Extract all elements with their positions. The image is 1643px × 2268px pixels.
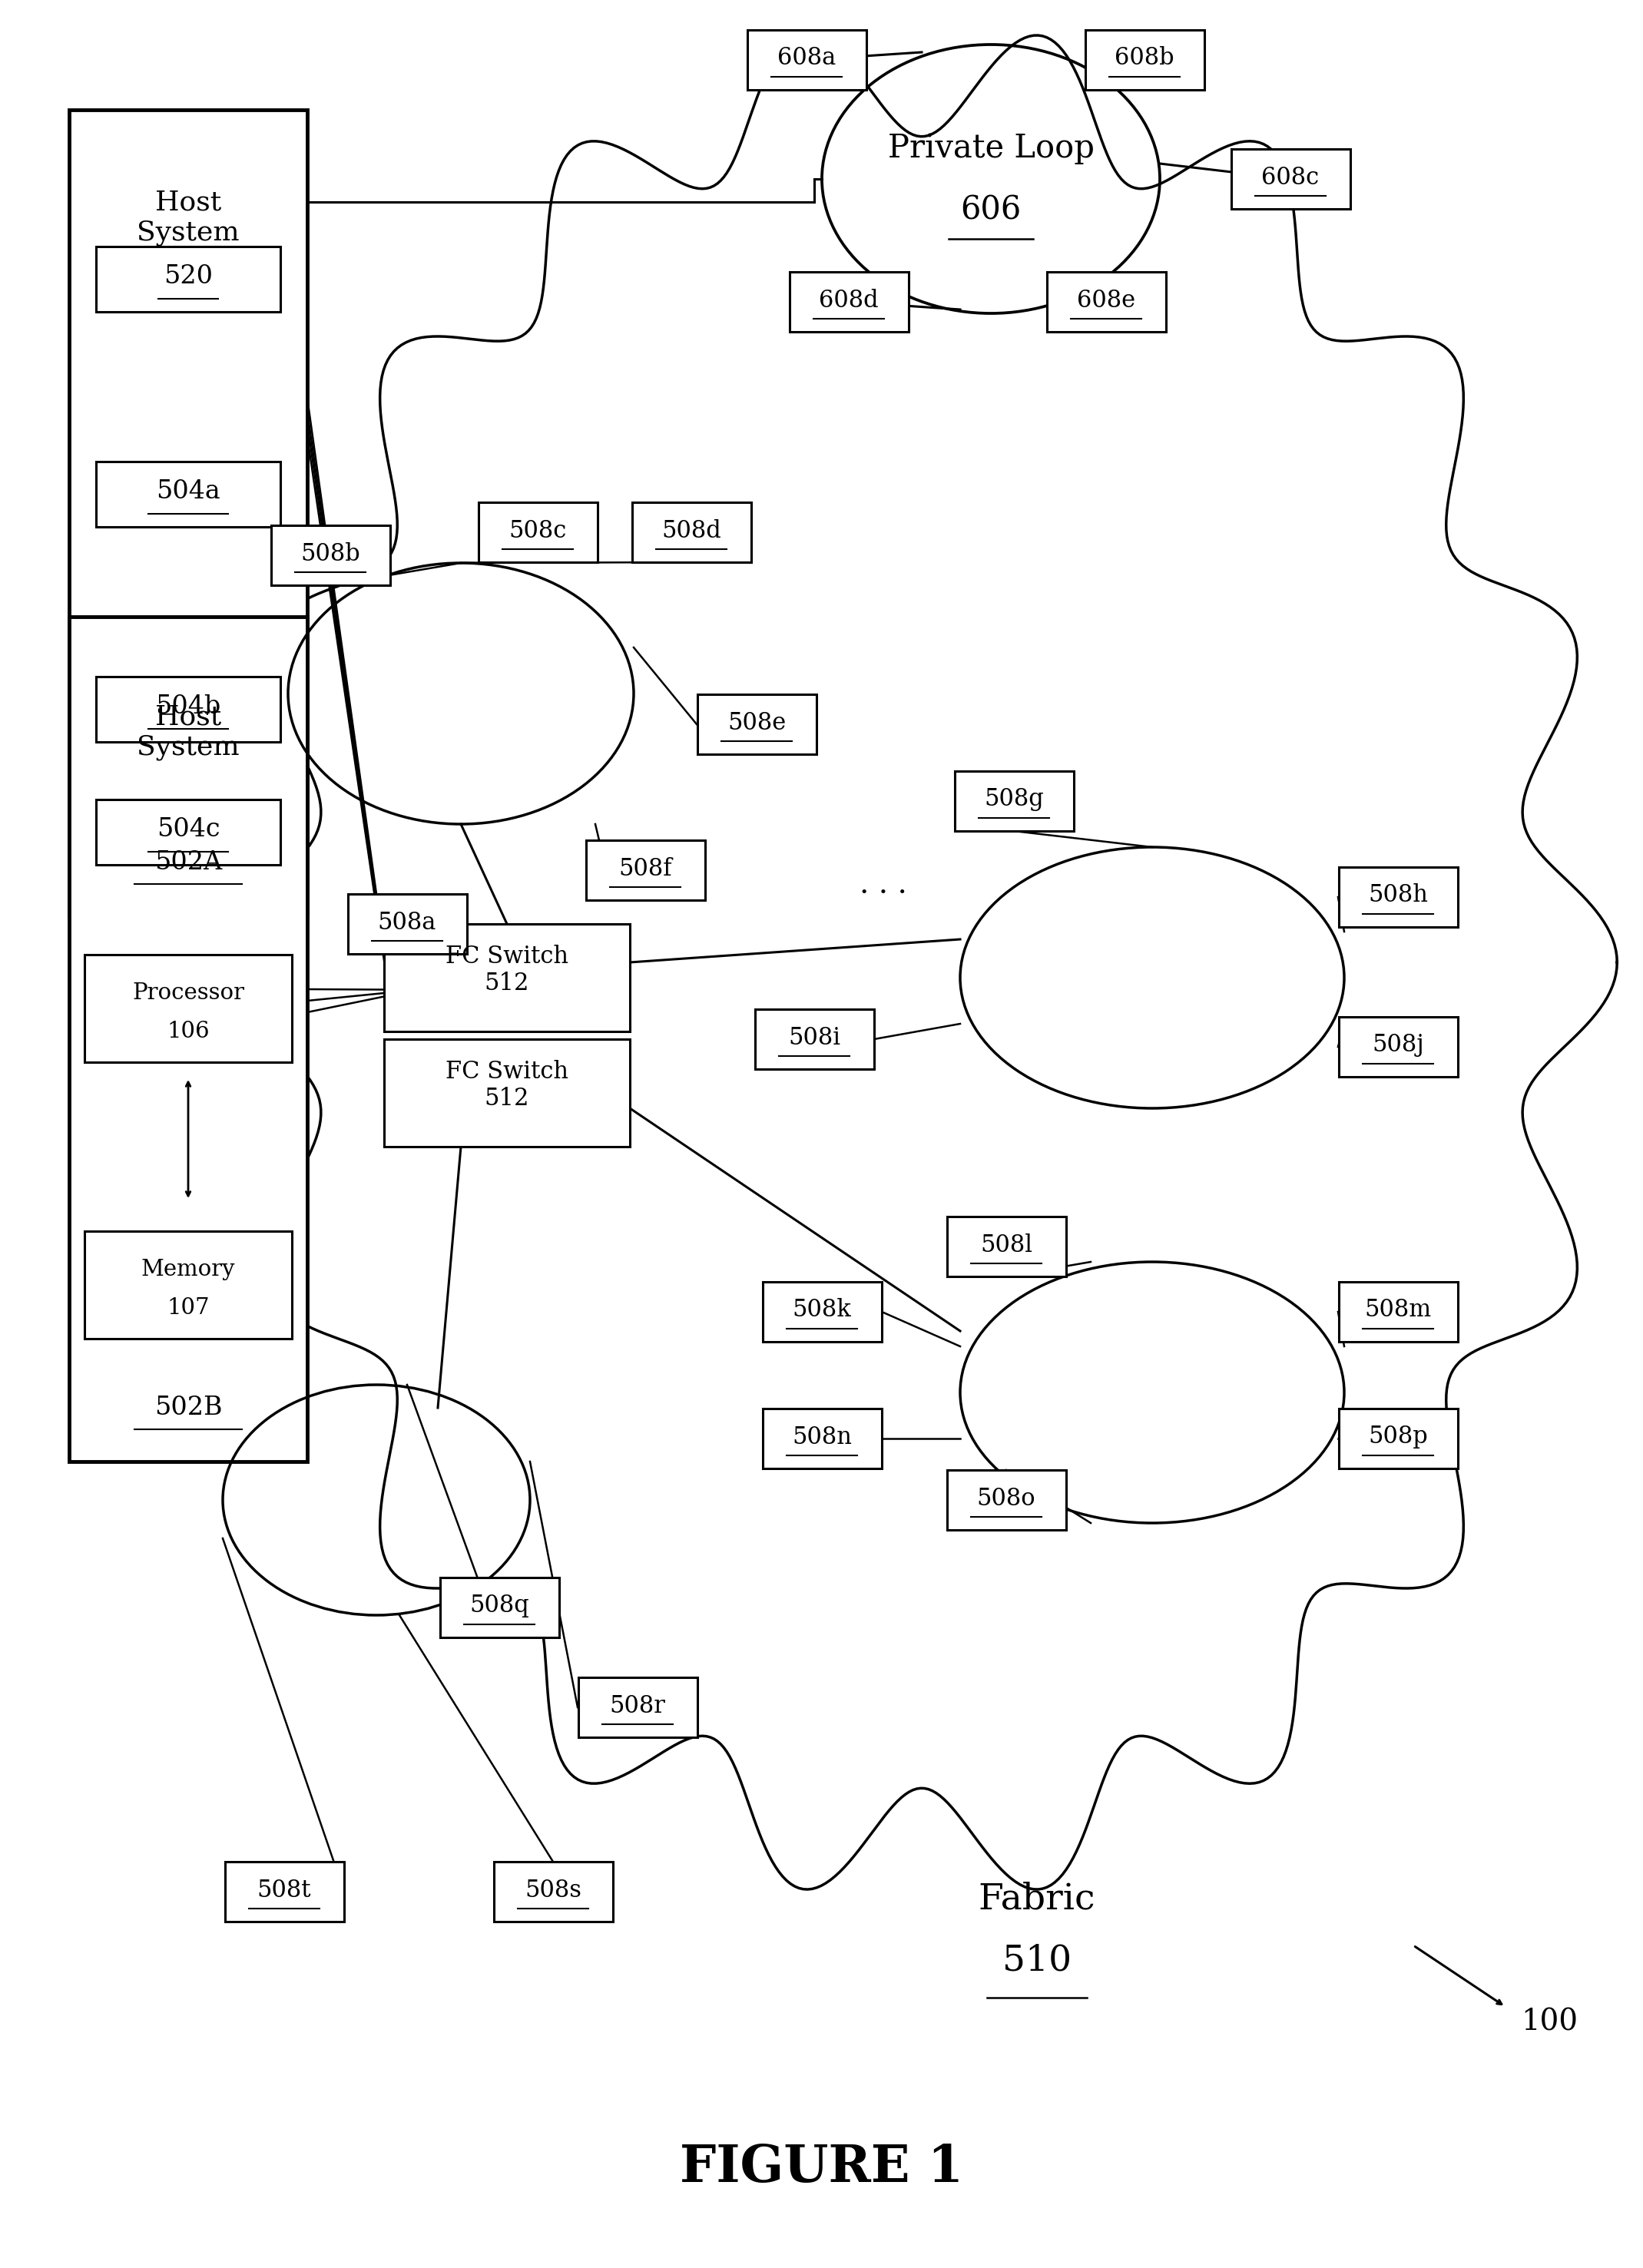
Text: FC Switch
512: FC Switch 512: [445, 1059, 568, 1111]
FancyBboxPatch shape: [95, 460, 281, 526]
Text: 508t: 508t: [256, 1878, 311, 1903]
Text: 100: 100: [1521, 2007, 1577, 2037]
Text: 608d: 608d: [818, 288, 879, 313]
FancyBboxPatch shape: [84, 955, 292, 1061]
Text: Host
System: Host System: [136, 703, 240, 760]
Text: 608c: 608c: [1262, 166, 1319, 188]
FancyBboxPatch shape: [69, 109, 307, 916]
FancyBboxPatch shape: [271, 526, 389, 585]
FancyBboxPatch shape: [955, 771, 1073, 830]
Text: Fabric: Fabric: [978, 1882, 1096, 1916]
Text: 508f: 508f: [618, 857, 672, 880]
FancyBboxPatch shape: [789, 272, 909, 331]
FancyBboxPatch shape: [1339, 1281, 1457, 1343]
Text: 508r: 508r: [610, 1694, 665, 1717]
Text: FC Switch
512: FC Switch 512: [445, 943, 568, 996]
Text: 508m: 508m: [1364, 1297, 1431, 1322]
Text: Processor: Processor: [131, 982, 245, 1005]
Text: 106: 106: [168, 1021, 210, 1043]
FancyBboxPatch shape: [762, 1408, 881, 1467]
Text: 502B: 502B: [154, 1395, 222, 1420]
Text: 508o: 508o: [978, 1486, 1035, 1510]
Text: 508d: 508d: [662, 519, 721, 542]
Text: Private Loop: Private Loop: [887, 132, 1094, 163]
Text: 508s: 508s: [524, 1878, 582, 1903]
FancyBboxPatch shape: [95, 247, 281, 311]
Text: 508n: 508n: [792, 1424, 851, 1449]
FancyBboxPatch shape: [1047, 272, 1165, 331]
Text: 606: 606: [961, 193, 1022, 227]
Text: 508b: 508b: [301, 542, 360, 565]
Text: 508l: 508l: [981, 1234, 1032, 1256]
FancyBboxPatch shape: [1339, 866, 1457, 928]
FancyBboxPatch shape: [1231, 150, 1351, 209]
FancyBboxPatch shape: [69, 617, 307, 1461]
Text: 508c: 508c: [509, 519, 567, 542]
Text: FIGURE 1: FIGURE 1: [680, 2143, 964, 2193]
Text: 608e: 608e: [1076, 288, 1135, 313]
FancyBboxPatch shape: [633, 501, 751, 562]
Text: 508j: 508j: [1372, 1034, 1424, 1057]
FancyBboxPatch shape: [578, 1678, 697, 1737]
Text: 508h: 508h: [1369, 885, 1428, 907]
Text: 508g: 508g: [984, 787, 1043, 812]
FancyBboxPatch shape: [762, 1281, 881, 1343]
FancyBboxPatch shape: [493, 1862, 613, 1921]
FancyBboxPatch shape: [748, 29, 866, 91]
Text: Host
System: Host System: [136, 188, 240, 245]
Text: 608b: 608b: [1114, 45, 1175, 70]
FancyBboxPatch shape: [946, 1470, 1066, 1531]
FancyBboxPatch shape: [478, 501, 596, 562]
Text: 508q: 508q: [470, 1594, 529, 1617]
FancyBboxPatch shape: [84, 1232, 292, 1338]
FancyBboxPatch shape: [348, 894, 467, 955]
Text: 504b: 504b: [156, 694, 220, 719]
Text: 502A: 502A: [154, 850, 222, 875]
Text: 508i: 508i: [789, 1025, 840, 1050]
FancyBboxPatch shape: [384, 923, 629, 1032]
FancyBboxPatch shape: [1339, 1408, 1457, 1467]
FancyBboxPatch shape: [946, 1216, 1066, 1277]
Text: 504a: 504a: [156, 479, 220, 503]
Text: 107: 107: [168, 1297, 210, 1318]
FancyBboxPatch shape: [95, 798, 281, 864]
Text: 608a: 608a: [777, 45, 836, 70]
Text: 508a: 508a: [378, 909, 437, 934]
Text: 508e: 508e: [728, 710, 785, 735]
FancyBboxPatch shape: [384, 1039, 629, 1148]
FancyBboxPatch shape: [95, 676, 281, 742]
Text: 508p: 508p: [1369, 1424, 1428, 1449]
FancyBboxPatch shape: [225, 1862, 343, 1921]
FancyBboxPatch shape: [440, 1579, 559, 1637]
Text: · · ·: · · ·: [859, 880, 907, 907]
FancyBboxPatch shape: [1339, 1016, 1457, 1077]
FancyBboxPatch shape: [754, 1009, 874, 1068]
FancyBboxPatch shape: [1084, 29, 1204, 91]
FancyBboxPatch shape: [585, 839, 705, 900]
Text: 504c: 504c: [156, 816, 220, 841]
FancyBboxPatch shape: [697, 694, 817, 755]
Text: 510: 510: [1002, 1944, 1071, 1978]
Text: 508k: 508k: [792, 1297, 851, 1322]
Text: Memory: Memory: [141, 1259, 235, 1281]
Text: 520: 520: [164, 263, 212, 288]
